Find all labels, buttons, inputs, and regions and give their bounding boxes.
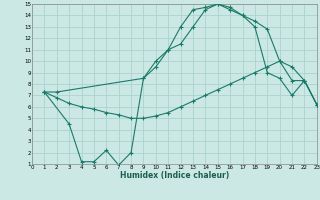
X-axis label: Humidex (Indice chaleur): Humidex (Indice chaleur): [120, 171, 229, 180]
